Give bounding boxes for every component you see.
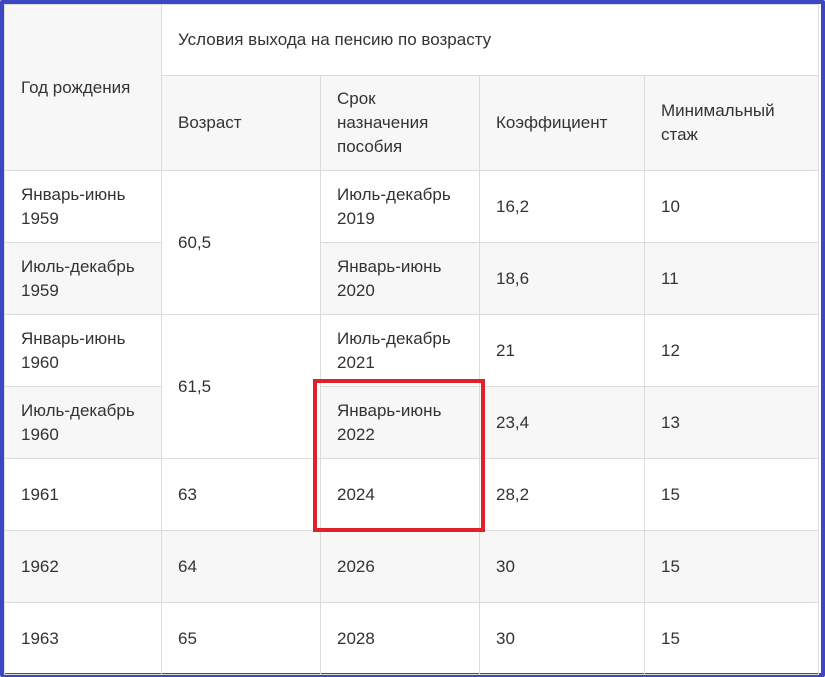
cell-term: Июль-декабрь 2021	[320, 314, 480, 387]
pension-table: Год рождения Условия выхода на пенсию по…	[4, 4, 820, 675]
cell-birth-year: Январь-июнь 1960	[4, 314, 162, 387]
cell-birth-year: 1962	[4, 530, 162, 603]
table-row: 1962 64 2026 30 15	[4, 530, 820, 603]
header-age: Возраст	[161, 75, 321, 171]
highlight-box	[313, 379, 485, 532]
table-row: 1963 65 2028 30 15	[4, 602, 820, 675]
cell-min-experience: 15	[643, 458, 820, 531]
cell-coefficient: 18,6	[479, 242, 645, 315]
cell-term: Январь-июнь 2020	[320, 242, 480, 315]
cell-age: 61,5	[161, 314, 321, 459]
cell-coefficient: 30	[479, 530, 645, 603]
cell-birth-year: Июль-декабрь 1959	[4, 242, 162, 315]
header-term: Срок назначения пособия	[320, 75, 480, 171]
cell-age: 63	[161, 458, 321, 531]
cell-birth-year: Июль-декабрь 1960	[4, 386, 162, 459]
cell-birth-year: 1963	[4, 602, 162, 675]
header-birth-year: Год рождения	[4, 4, 162, 171]
cell-age: 60,5	[161, 170, 321, 315]
cell-birth-year: 1961	[4, 458, 162, 531]
cell-term: Январь-июнь 2022	[320, 386, 480, 459]
cell-min-experience: 12	[643, 314, 820, 387]
table-row: Январь-июнь 1959 60,5 Июль-декабрь 2019 …	[4, 170, 820, 315]
header-coefficient: Коэффициент	[479, 75, 645, 171]
header-retirement-conditions: Условия выхода на пенсию по возрасту	[160, 4, 820, 76]
cell-term: 2024	[320, 458, 480, 531]
header-row-group: Год рождения Условия выхода на пенсию по…	[4, 4, 820, 171]
cell-age: 65	[161, 602, 321, 675]
cell-min-experience: 10	[643, 170, 820, 243]
cell-term: 2028	[320, 602, 480, 675]
cell-term: 2026	[320, 530, 480, 603]
cell-coefficient: 28,2	[479, 458, 645, 531]
cell-age: 64	[161, 530, 321, 603]
cell-min-experience: 15	[643, 602, 820, 675]
cell-coefficient: 16,2	[479, 170, 645, 243]
table-row: Июль-декабрь 1960 Январь-июнь 2022 23,4 …	[4, 386, 820, 459]
cell-min-experience: 15	[643, 530, 820, 603]
cell-coefficient: 30	[479, 602, 645, 675]
table-row: Июль-декабрь 1959 Январь-июнь 2020 18,6 …	[4, 242, 820, 315]
cell-birth-year: Январь-июнь 1959	[4, 170, 162, 243]
cell-min-experience: 13	[643, 386, 820, 459]
cell-term: Июль-декабрь 2019	[320, 170, 480, 243]
table-row: Январь-июнь 1960 61,5 Июль-декабрь 2021 …	[4, 314, 820, 459]
cell-min-experience: 11	[643, 242, 820, 315]
cell-coefficient: 21	[479, 314, 645, 387]
table-row: 1961 63 2024 28,2 15	[4, 458, 820, 531]
header-min-experience: Минимальный стаж	[643, 75, 820, 171]
cell-coefficient: 23,4	[479, 386, 645, 459]
